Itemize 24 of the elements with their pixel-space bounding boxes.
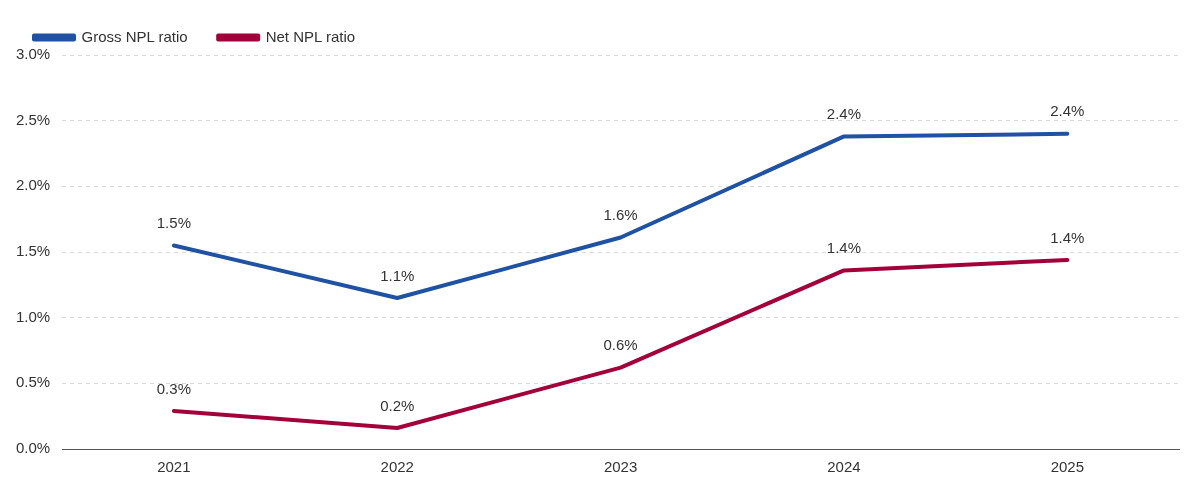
y-tick-label: 2.5% (15, 110, 51, 128)
data-label: 1.1% (380, 266, 415, 284)
data-label: 0.6% (603, 336, 638, 354)
x-tick-label: 2022 (380, 458, 414, 476)
data-label: 0.2% (380, 396, 415, 414)
data-label: 1.6% (603, 206, 638, 224)
legend-label: Net NPL ratio (265, 27, 356, 45)
data-label: 2.4% (1050, 102, 1085, 120)
x-tick-label: 2023 (603, 458, 638, 476)
data-label: 2.4% (826, 105, 862, 123)
data-label: 1.4% (1050, 228, 1085, 246)
y-tick-label: 1.5% (15, 242, 51, 260)
x-tick-label: 2025 (1050, 458, 1085, 476)
y-tick-label: 1.0% (15, 307, 51, 325)
legend-label: Gross NPL ratio (81, 27, 188, 45)
x-tick-label: 2021 (157, 458, 191, 476)
y-tick-label: 0.5% (15, 373, 51, 391)
data-label: 0.3% (156, 379, 191, 397)
data-label: 1.4% (826, 239, 862, 257)
y-tick-label: 3.0% (15, 45, 51, 63)
x-tick-label: 2024 (827, 458, 861, 476)
data-label: 1.5% (156, 214, 191, 232)
y-tick-label: 0.0% (15, 439, 51, 457)
y-tick-label: 2.0% (15, 176, 51, 194)
